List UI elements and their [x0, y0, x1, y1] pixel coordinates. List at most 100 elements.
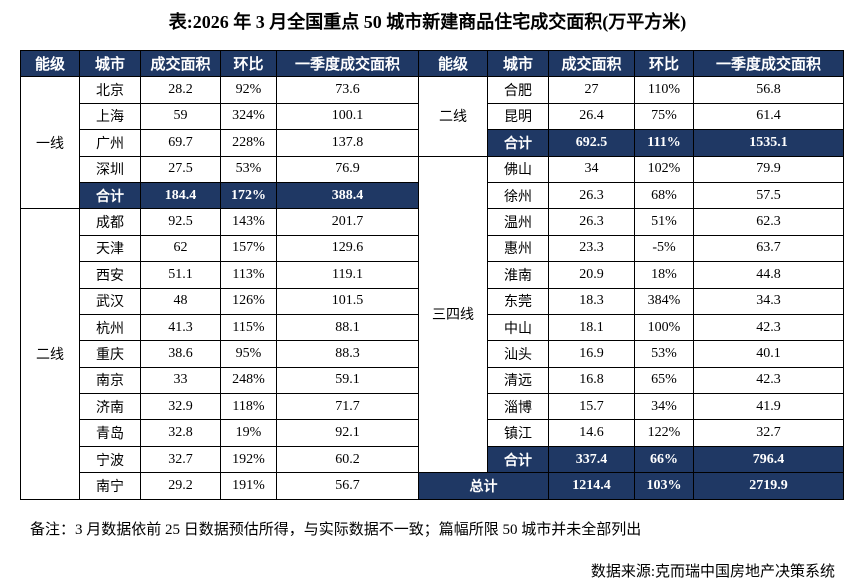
value-cell: 32.8 — [140, 419, 221, 447]
note: 备注：3 月数据依前 25 日数据预估所得，与实际数据不一致；篇幅所限 50 城… — [30, 522, 642, 538]
value-cell: 42.3 — [693, 313, 844, 342]
value-cell: 113% — [220, 261, 277, 289]
city-cell: 汕头 — [487, 340, 549, 368]
value-cell: 34.3 — [693, 287, 844, 315]
row: 淄博 15.7 34% 41.9 — [419, 393, 844, 421]
row: 南宁 29.2 191% 56.7 — [21, 472, 419, 500]
value-cell: 60.2 — [276, 445, 419, 474]
value-cell: 41.3 — [140, 313, 221, 342]
value-cell: 19% — [220, 419, 277, 447]
subtotal-cell: 合计 — [487, 129, 549, 157]
value-cell: 56.7 — [276, 472, 419, 500]
value-cell: 76.9 — [276, 155, 419, 183]
row: 杭州 41.3 115% 88.1 — [21, 313, 419, 342]
row: 东莞 18.3 384% 34.3 — [419, 287, 844, 315]
value-cell: 15.7 — [548, 393, 635, 421]
value-cell: 18% — [634, 261, 694, 289]
header-cell: 成交面积 — [548, 49, 635, 78]
city-cell: 合肥 — [487, 76, 549, 104]
city-cell: 徐州 — [487, 181, 549, 210]
value-cell: 18.1 — [548, 313, 635, 342]
grand-total-cell: 1214.4 — [548, 472, 635, 500]
tier-cell: 三四线 — [418, 155, 488, 474]
value-cell: 48 — [140, 287, 221, 315]
value-cell: 42.3 — [693, 366, 844, 395]
value-cell: 32.7 — [693, 419, 844, 447]
value-cell: 51% — [634, 208, 694, 236]
row: 镇江 14.6 122% 32.7 — [419, 419, 844, 447]
value-cell: 20.9 — [548, 261, 635, 289]
value-cell: 79.9 — [693, 155, 844, 183]
value-cell: 92.5 — [140, 208, 221, 236]
subtotal-cell: 692.5 — [548, 129, 635, 157]
value-cell: 14.6 — [548, 419, 635, 447]
city-cell: 淮南 — [487, 261, 549, 289]
value-cell: 324% — [220, 102, 277, 131]
row: 宁波 32.7 192% 60.2 — [21, 445, 419, 474]
city-cell: 南京 — [79, 366, 141, 395]
value-cell: 143% — [220, 208, 277, 236]
row: 二线 成都 92.5 143% 201.7 — [20, 208, 419, 500]
value-cell: 62 — [140, 234, 221, 263]
value-cell: 61.4 — [693, 102, 844, 131]
value-cell: 26.3 — [548, 181, 635, 210]
value-cell: 88.3 — [276, 340, 419, 368]
header-cell: 一季度成交面积 — [693, 49, 844, 78]
value-cell: 201.7 — [276, 208, 419, 236]
value-cell: 34 — [548, 155, 635, 183]
row: 广州 69.7 228% 137.8 — [21, 129, 419, 157]
city-cell: 东莞 — [487, 287, 549, 315]
grand-total-row: 总计 1214.4 103% 2719.9 — [418, 472, 844, 500]
city-cell: 南宁 — [79, 472, 141, 500]
value-cell: 59.1 — [276, 366, 419, 395]
city-cell: 镇江 — [487, 419, 549, 447]
value-cell: 23.3 — [548, 234, 635, 263]
value-cell: 40.1 — [693, 340, 844, 368]
city-cell: 昆明 — [487, 102, 549, 131]
grand-total-cell: 103% — [634, 472, 694, 500]
city-cell: 成都 — [79, 208, 141, 236]
value-cell: 62.3 — [693, 208, 844, 236]
value-cell: 59 — [140, 102, 221, 131]
value-cell: 88.1 — [276, 313, 419, 342]
tables: 能级 城市 成交面积 环比 一季度成交面积 一线 北京 28.2 92% 73.6 上海 59 324%… — [20, 49, 844, 500]
value-cell: 38.6 — [140, 340, 221, 368]
value-cell: 27.5 — [140, 155, 221, 183]
tier-cell: 一线 — [20, 76, 80, 210]
header-cell: 环比 — [634, 49, 694, 78]
row: 昆明 26.4 75% 61.4 — [419, 102, 844, 131]
city-cell: 清远 — [487, 366, 549, 395]
value-cell: 57.5 — [693, 181, 844, 210]
value-cell: 110% — [634, 76, 694, 104]
grand-total-cell: 总计 — [418, 472, 549, 500]
city-cell: 上海 — [79, 102, 141, 131]
row: 西安 51.1 113% 119.1 — [21, 261, 419, 289]
value-cell: 69.7 — [140, 129, 221, 157]
row: 三四线 佛山 34 102% 79.9 — [418, 155, 844, 474]
row: 重庆 38.6 95% 88.3 — [21, 340, 419, 368]
row: 淮南 20.9 18% 44.8 — [419, 261, 844, 289]
value-cell: 102% — [634, 155, 694, 183]
subtotal-cell: 1535.1 — [693, 129, 844, 157]
value-cell: 122% — [634, 419, 694, 447]
value-cell: 41.9 — [693, 393, 844, 421]
row: 青岛 32.8 19% 92.1 — [21, 419, 419, 447]
value-cell: 157% — [220, 234, 277, 263]
source: 数据来源:克而瑞中国房地产决策系统 — [590, 564, 835, 580]
subtotal-row: 合计 184.4 172% 388.4 — [21, 181, 419, 210]
header-cell: 城市 — [79, 49, 141, 78]
row: 天津 62 157% 129.6 — [21, 234, 419, 263]
value-cell: 75% — [634, 102, 694, 131]
value-cell: 33 — [140, 366, 221, 395]
header-cell: 城市 — [487, 49, 549, 78]
value-cell: -5% — [634, 234, 694, 263]
row: 上海 59 324% 100.1 — [21, 102, 419, 131]
city-cell: 武汉 — [79, 287, 141, 315]
city-cell: 惠州 — [487, 234, 549, 263]
subtotal-cell: 合计 — [79, 181, 141, 210]
value-cell: 32.7 — [140, 445, 221, 474]
value-cell: 34% — [634, 393, 694, 421]
subtotal-cell: 388.4 — [276, 181, 419, 210]
city-cell: 北京 — [79, 76, 141, 104]
